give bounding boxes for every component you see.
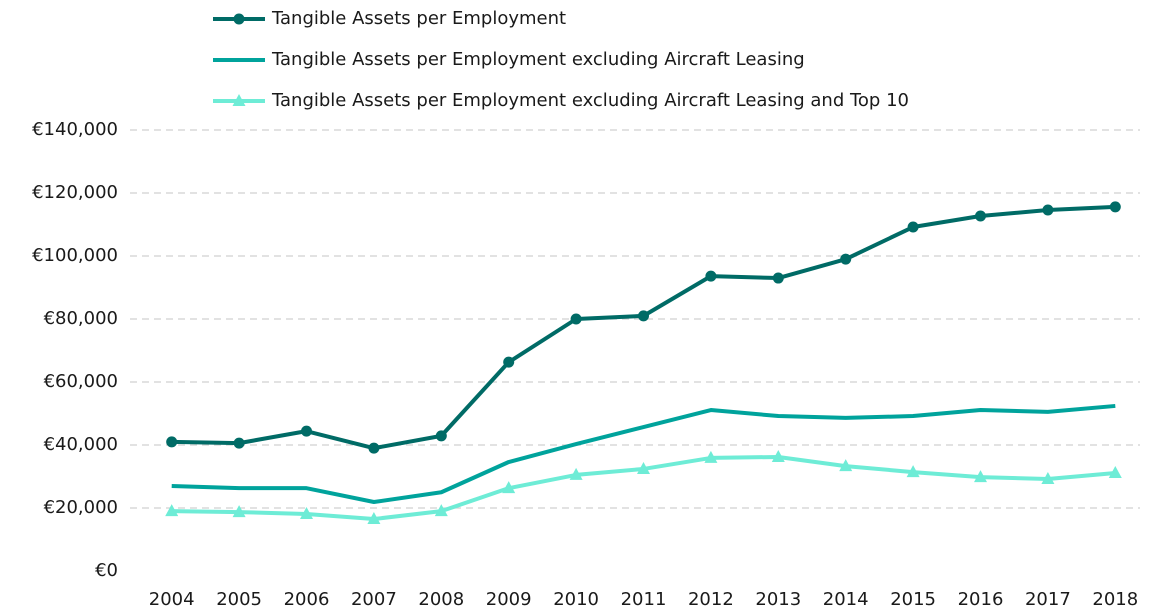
x-tick-label: 2014 (823, 589, 869, 610)
x-tick-label: 2013 (755, 589, 801, 610)
y-tick-label: €120,000 (32, 182, 118, 203)
data-point (1109, 201, 1121, 213)
data-point (1042, 204, 1054, 216)
data-point (300, 506, 313, 519)
data-point (638, 310, 649, 322)
y-tick-label: €20,000 (44, 497, 118, 518)
x-tick-label: 2006 (284, 589, 330, 610)
data-point (165, 504, 179, 517)
series-line (171, 403, 1116, 505)
data-point (367, 512, 381, 525)
x-tick-label: 2007 (351, 589, 397, 610)
x-tick-label: 2017 (1025, 589, 1071, 610)
data-point (974, 470, 987, 483)
data-point (840, 253, 852, 265)
data-point (705, 270, 717, 282)
data-point (166, 436, 178, 448)
data-point (570, 313, 582, 325)
y-tick-label: €40,000 (44, 434, 118, 455)
legend-marker (232, 94, 246, 106)
y-tick-label: €60,000 (44, 371, 118, 392)
x-tick-label: 2008 (418, 589, 464, 610)
legend-marker (233, 13, 245, 25)
x-tick-label: 2012 (688, 589, 734, 610)
data-point (975, 210, 986, 222)
data-point (569, 467, 583, 480)
data-point (368, 442, 380, 454)
legend-label: Tangible Assets per Employment (271, 8, 566, 29)
x-tick-label: 2004 (149, 589, 195, 610)
x-tick-label: 2011 (621, 589, 667, 610)
x-tick-label: 2018 (1092, 589, 1138, 610)
data-point (772, 272, 784, 284)
data-point (906, 465, 920, 478)
y-tick-label: €0 (95, 560, 118, 581)
data-point (435, 430, 447, 442)
data-point (1041, 472, 1055, 485)
data-point (907, 221, 919, 233)
x-tick-label: 2009 (486, 589, 532, 610)
data-point (502, 481, 516, 494)
y-tick-label: €80,000 (44, 308, 118, 329)
data-point (637, 461, 650, 474)
data-point (503, 356, 515, 368)
data-point (704, 450, 718, 463)
data-point (771, 449, 785, 462)
y-tick-label: €100,000 (32, 245, 118, 266)
data-point (301, 425, 312, 437)
legend-label: Tangible Assets per Employment excluding… (271, 90, 909, 111)
data-point (1108, 466, 1122, 479)
data-point (839, 459, 853, 472)
data-point (232, 505, 246, 518)
data-point (434, 504, 448, 517)
x-tick-label: 2005 (216, 589, 262, 610)
x-tick-label: 2010 (553, 589, 599, 610)
y-tick-label: €140,000 (32, 119, 118, 140)
x-tick-label: 2016 (958, 589, 1004, 610)
x-tick-label: 2015 (890, 589, 936, 610)
legend-label: Tangible Assets per Employment excluding… (271, 49, 805, 70)
data-point (233, 437, 245, 449)
